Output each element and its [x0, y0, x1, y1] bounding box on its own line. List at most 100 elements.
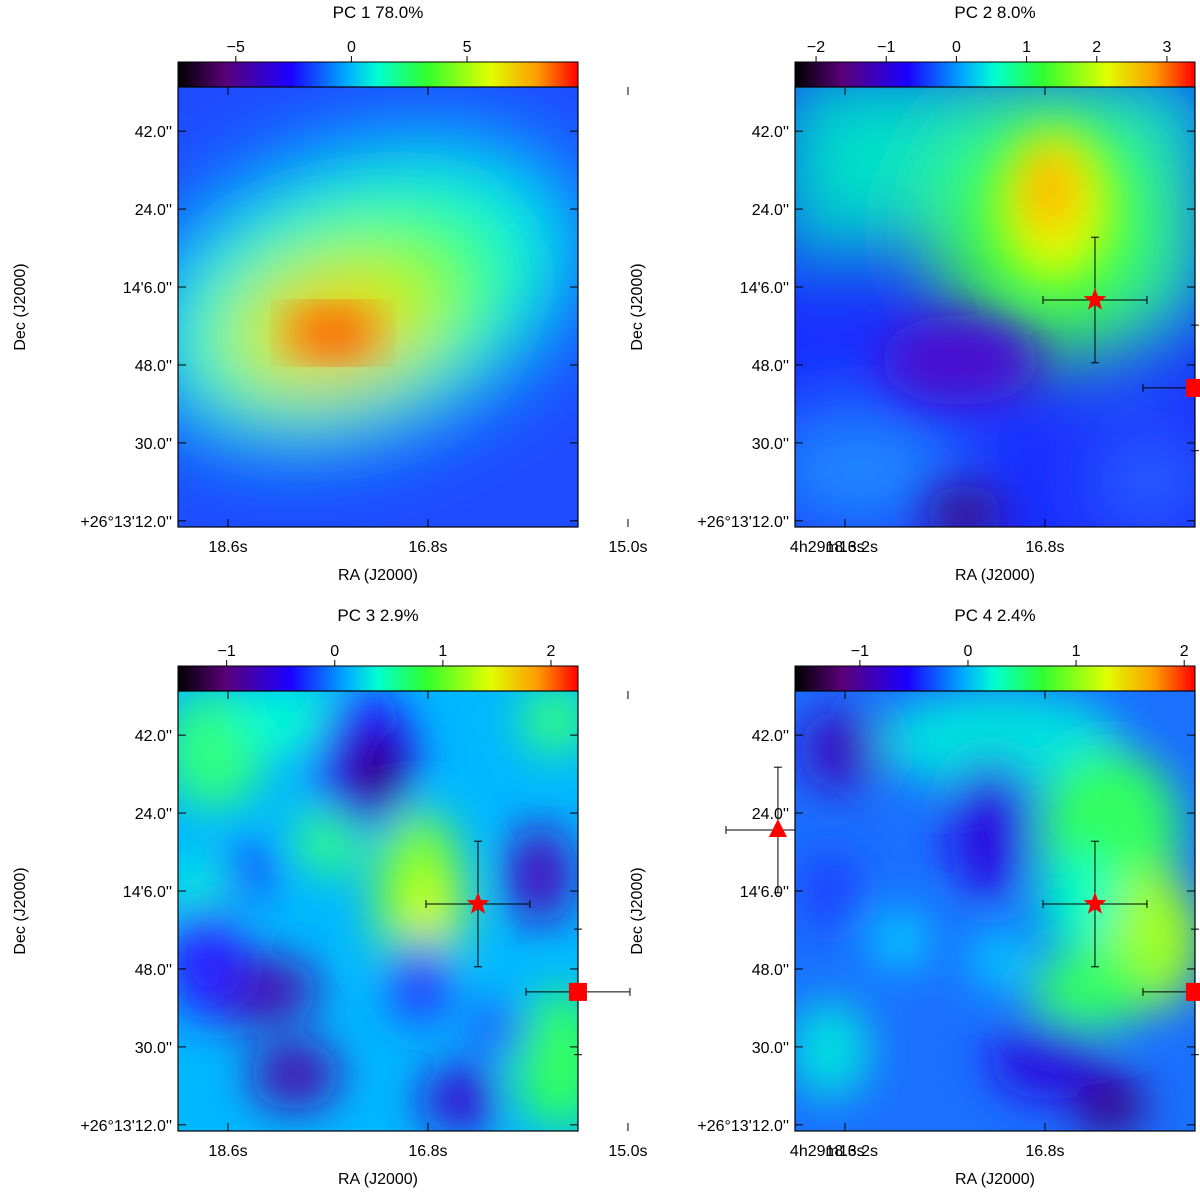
- panel-pc1: PC 1 78.0% −5 0 5 18.6s 16.8s 15.0s 4h29m13.2…: [12, 3, 878, 584]
- colorbar-tick-label: 0: [347, 39, 356, 56]
- y-axis-label: Dec (J2000): [629, 867, 646, 954]
- colorbar-tick-label: 3: [1162, 39, 1171, 56]
- y-tick-label: +26°13'12.0'': [697, 514, 789, 531]
- colorbar-tick-label: 1: [438, 643, 447, 660]
- y-tick-label: 48.0'': [752, 962, 789, 979]
- colorbar-tick-label: −5: [227, 39, 245, 56]
- y-tick-labels: 42.0'' 24.0'' 14'6.0'' 48.0'' 30.0'' +26°13'1…: [697, 728, 789, 1135]
- y-tick-label: 30.0'': [752, 436, 789, 453]
- colorbar-tick-label: 5: [463, 39, 472, 56]
- y-tick-label: 14'6.0'': [740, 280, 789, 297]
- plot-frame: [794, 86, 1196, 528]
- x-tick-label: 16.8s: [408, 539, 447, 556]
- colorbar-tick-label: −1: [877, 39, 895, 56]
- panel-title: PC 3 2.9%: [337, 606, 418, 625]
- y-tick-label: 42.0'': [135, 124, 172, 141]
- panel-title: PC 1 78.0%: [333, 3, 424, 22]
- y-tick-label: 24.0'': [135, 806, 172, 823]
- x-axis-label: RA (J2000): [338, 567, 418, 584]
- colorbar-tick-label: 0: [330, 643, 339, 660]
- x-axis-label: RA (J2000): [955, 1171, 1035, 1188]
- heatmap: [795, 691, 1195, 1131]
- y-tick-label: +26°13'12.0'': [80, 1118, 172, 1135]
- panel-pc3: PC 3 2.9% −1 0 1 2: [12, 606, 878, 1188]
- x-tick-label: 16.8s: [1025, 539, 1064, 556]
- x-tick-label: 15.0s: [608, 539, 647, 556]
- y-tick-label: 48.0'': [752, 358, 789, 375]
- x-tick-label: 4h29m13.2s: [790, 1143, 878, 1160]
- colorbar-tick-label: 2: [1180, 643, 1189, 660]
- y-axis-label: Dec (J2000): [12, 263, 29, 350]
- star-marker: [1083, 892, 1107, 914]
- y-tick-label: 30.0'': [752, 1040, 789, 1057]
- x-tick-labels: 18.6s 16.8s 15.0s 4h29m13.2s: [208, 539, 878, 556]
- colorbar-tick-label: 0: [952, 39, 961, 56]
- colorbar-ticks: −1 0 1 2: [218, 643, 556, 666]
- panel-title: PC 2 8.0%: [954, 3, 1035, 22]
- x-tick-label: 4h29m13.2s: [790, 539, 878, 556]
- y-tick-label: 14'6.0'': [123, 280, 172, 297]
- colorbar-tick-label: 2: [547, 643, 556, 660]
- y-tick-label: 48.0'': [135, 358, 172, 375]
- markers: [1042, 840, 1200, 1056]
- x-tick-label: 18.6s: [208, 539, 247, 556]
- y-tick-label: 24.0'': [752, 202, 789, 219]
- plot-frame: [794, 690, 1196, 1132]
- x-axis-label: RA (J2000): [955, 567, 1035, 584]
- y-tick-label: 14'6.0'': [123, 884, 172, 901]
- y-tick-label: 30.0'': [135, 1040, 172, 1057]
- colorbar-tick-label: −1: [851, 643, 869, 660]
- x-tick-label: 18.6s: [208, 1143, 247, 1160]
- y-tick-label: 42.0'': [135, 728, 172, 745]
- panel-title: PC 4 2.4%: [954, 606, 1035, 625]
- colorbar-tick-label: 1: [1072, 643, 1081, 660]
- star-marker: [1083, 288, 1107, 310]
- triangle-marker: [768, 818, 787, 837]
- colorbar: [177, 665, 579, 692]
- colorbar: [794, 665, 1196, 692]
- axis-ticks: [795, 87, 1195, 527]
- y-axis-label: Dec (J2000): [629, 263, 646, 350]
- square-marker: [1185, 982, 1200, 1001]
- markers: [1042, 236, 1200, 452]
- heatmap: [795, 87, 1195, 527]
- y-tick-labels: 42.0'' 24.0'' 14'6.0'' 48.0'' 30.0'' +26°13'1…: [80, 124, 172, 531]
- colorbar-ticks: −1 0 1 2: [851, 643, 1189, 666]
- y-tick-label: 14'6.0'': [740, 884, 789, 901]
- y-tick-label: 42.0'': [752, 728, 789, 745]
- y-tick-label: 42.0'': [752, 124, 789, 141]
- x-tick-label: 16.8s: [408, 1143, 447, 1160]
- x-tick-label: 18.6s: [825, 1143, 864, 1160]
- x-tick-label: 16.8s: [1025, 1143, 1064, 1160]
- axis-ticks: [795, 691, 1195, 1131]
- x-tick-label: 18.6s: [825, 539, 864, 556]
- colorbar: [177, 61, 579, 88]
- colorbar-tick-label: 1: [1022, 39, 1031, 56]
- y-axis-label: Dec (J2000): [12, 867, 29, 954]
- x-axis-label: RA (J2000): [338, 1171, 418, 1188]
- y-tick-label: 30.0'': [135, 436, 172, 453]
- colorbar-tick-label: −1: [218, 643, 236, 660]
- y-tick-label: 24.0'': [752, 806, 789, 823]
- colorbar-tick-label: 2: [1092, 39, 1101, 56]
- square-marker: [568, 982, 587, 1001]
- colorbar-tick-label: 0: [964, 643, 973, 660]
- colorbar-tick-label: −2: [807, 39, 825, 56]
- y-tick-labels: 42.0'' 24.0'' 14'6.0'' 48.0'' 30.0'' +26°13'1…: [697, 124, 789, 531]
- heatmap: [178, 87, 578, 527]
- y-tick-label: 48.0'': [135, 962, 172, 979]
- x-tick-labels: 18.6s 16.8s 15.0s 4h29m13.2s: [208, 1143, 878, 1160]
- y-tick-label: +26°13'12.0'': [80, 514, 172, 531]
- colorbar-ticks: −2 −1 0 1 2 3: [807, 39, 1171, 62]
- plot-frame: [177, 690, 579, 1132]
- y-tick-label: 24.0'': [135, 202, 172, 219]
- plot-frame: [177, 86, 579, 528]
- colorbar-ticks: −5 0 5: [227, 39, 472, 62]
- y-tick-labels: 42.0'' 24.0'' 14'6.0'' 48.0'' 30.0'' +26°13'1…: [80, 728, 172, 1135]
- x-tick-label: 15.0s: [608, 1143, 647, 1160]
